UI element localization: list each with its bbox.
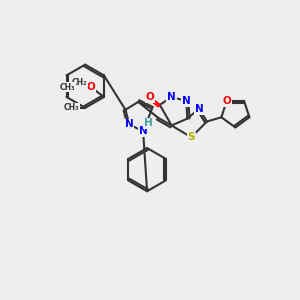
Text: CH₂: CH₂ <box>72 78 87 87</box>
Text: O: O <box>146 92 154 102</box>
Text: H: H <box>144 118 152 128</box>
Text: N: N <box>182 96 191 106</box>
Text: O: O <box>87 82 95 92</box>
Text: N: N <box>125 119 134 130</box>
Text: S: S <box>188 132 195 142</box>
Text: N: N <box>167 92 176 102</box>
Text: N: N <box>139 126 148 136</box>
Text: CH₃: CH₃ <box>64 103 79 112</box>
Text: CH₃: CH₃ <box>60 83 75 92</box>
Text: N: N <box>195 104 203 114</box>
Text: O: O <box>222 96 231 106</box>
